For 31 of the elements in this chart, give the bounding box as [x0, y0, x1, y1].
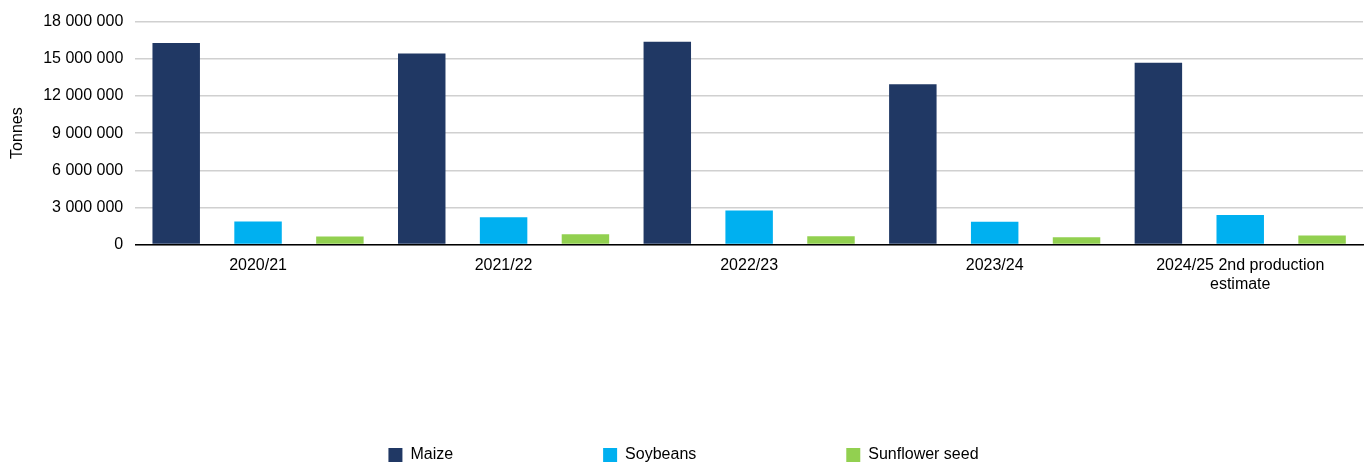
- legend-label: Sunflower seed: [868, 445, 979, 463]
- bar: [561, 234, 610, 244]
- x-tick-label: 2022/23: [720, 255, 779, 273]
- x-tick-label: 2024/25 2nd production estimate: [1156, 255, 1325, 292]
- bar: [970, 221, 1019, 244]
- bar: [807, 236, 855, 244]
- bar: [1298, 235, 1346, 244]
- bar: [1216, 214, 1264, 244]
- bar: [889, 84, 937, 244]
- bar: [234, 221, 282, 244]
- bar: [316, 236, 364, 244]
- y-tick-label: 15 000 000: [43, 49, 124, 67]
- y-axis-title: Tonnes: [8, 107, 26, 159]
- x-tick-label: 2021/22: [474, 255, 533, 273]
- y-tick-label: 18 000 000: [43, 12, 124, 30]
- y-tick-label: 3 000 000: [52, 197, 124, 215]
- bar: [398, 53, 446, 244]
- y-tick-label: 9 000 000: [52, 123, 124, 141]
- legend-label: Maize: [410, 445, 454, 463]
- bar: [1052, 237, 1101, 244]
- bar: [479, 217, 528, 244]
- legend-label: Soybeans: [625, 445, 697, 463]
- y-tick-label: 0: [114, 235, 124, 253]
- bar: [643, 41, 692, 244]
- y-tick-label: 12 000 000: [43, 86, 124, 104]
- y-tick-label: 6 000 000: [52, 160, 124, 178]
- bar: [152, 42, 200, 244]
- bar: [725, 210, 773, 244]
- x-tick-label: 2020/21: [229, 255, 288, 273]
- x-tick-label: 2023/24: [965, 255, 1024, 273]
- bar: [1134, 62, 1183, 244]
